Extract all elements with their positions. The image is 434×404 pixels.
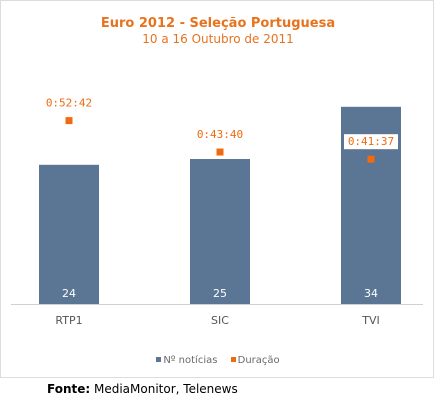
- legend-item-noticias: Nº notícias: [156, 355, 217, 366]
- point-tvi: [367, 155, 375, 163]
- x-tick-label-sic: SIC: [211, 314, 229, 327]
- chart-frame: Euro 2012 - Seleção Portuguesa 10 a 16 O…: [0, 0, 434, 378]
- chart-plot: 24 RTP1 0:52:42 25 SIC 0:43:40 34 TVI 0:41:37: [11, 97, 423, 327]
- source-note: Fonte: MediaMonitor, Telenews: [47, 382, 238, 396]
- source-text: MediaMonitor, Telenews: [90, 382, 238, 396]
- chart-subtitle: 10 a 16 Outubro de 2011: [142, 32, 294, 46]
- bar-rtp1: [39, 164, 99, 304]
- point-label-tvi: 0:41:37: [348, 135, 394, 148]
- point-sic: [216, 148, 224, 156]
- x-tick-label-rtp1: RTP1: [55, 314, 82, 327]
- legend: Nº notícias Duração: [1, 355, 434, 366]
- bar-value-label-sic: 25: [213, 287, 227, 300]
- x-tick-label-tvi: TVI: [361, 314, 380, 327]
- legend-label-duracao: Duração: [237, 355, 280, 366]
- legend-label-noticias: Nº notícias: [163, 355, 218, 366]
- legend-swatch-point: [230, 356, 236, 362]
- point-label-sic: 0:43:40: [197, 128, 243, 141]
- legend-item-duracao: Duração: [230, 355, 280, 366]
- bar-value-label-tvi: 34: [364, 287, 378, 300]
- bar-value-label-rtp1: 24: [62, 287, 76, 300]
- point-rtp1: [65, 117, 73, 125]
- point-label-box-tvi: [344, 134, 398, 150]
- source-prefix: Fonte:: [47, 382, 91, 396]
- point-label-rtp1: 0:52:42: [46, 97, 92, 110]
- bar-sic: [190, 159, 250, 304]
- chart-title: Euro 2012 - Seleção Portuguesa: [100, 16, 336, 31]
- legend-swatch-bar: [156, 356, 162, 362]
